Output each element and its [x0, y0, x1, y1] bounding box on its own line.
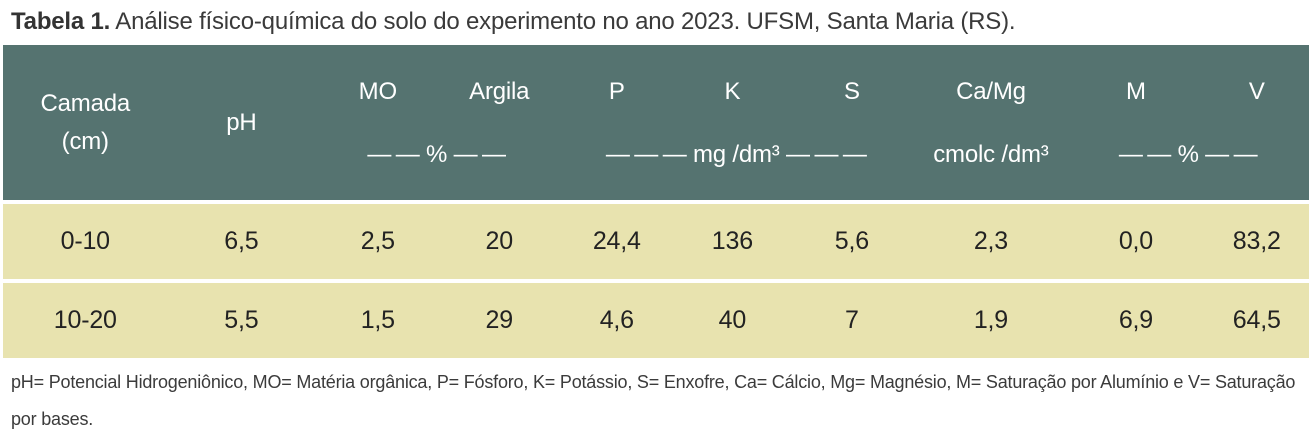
- table-footnote: pH= Potencial Hidrogeniônico, MO= Matéri…: [11, 372, 1296, 429]
- table-row-10-20: 10-20 5,5 1,5 29 4,6 40 7 1,9 6,9 64,5: [3, 279, 1309, 358]
- table-caption: Tabela 1. Análise físico-química do solo…: [3, 6, 1309, 45]
- cell-m: 0,0: [1067, 200, 1205, 281]
- cell-p: 24,4: [558, 200, 676, 281]
- cell-ph: 5,5: [167, 279, 316, 358]
- cell-camg: 2,3: [914, 200, 1068, 281]
- unit-mg-dm3: — — — mg /dm³ — — —: [558, 126, 915, 202]
- table-header: Camada (cm) pH MO Argila P K S Ca/Mg M V…: [3, 45, 1309, 202]
- unit-percent-mo-argila: — — % — —: [315, 126, 559, 202]
- table-row-0-10: 0-10 6,5 2,5 20 24,4 136 5,6 2,3 0,0 83,…: [3, 200, 1309, 281]
- cell-s: 7: [789, 279, 915, 358]
- col-header-k: K: [675, 45, 790, 126]
- col-header-camada: Camada (cm): [3, 45, 168, 202]
- col-header-camg: Ca/Mg: [914, 45, 1068, 126]
- cell-mo: 2,5: [315, 200, 441, 281]
- soil-analysis-table: Camada (cm) pH MO Argila P K S Ca/Mg M V…: [3, 45, 1309, 358]
- unit-cmolc-dm3: cmolc /dm³: [914, 126, 1068, 202]
- cell-v: 83,2: [1204, 200, 1309, 281]
- col-header-m: M: [1067, 45, 1205, 126]
- cell-camada: 0-10: [3, 200, 168, 281]
- col-header-v: V: [1204, 45, 1309, 126]
- cell-k: 136: [675, 200, 790, 281]
- cell-ph: 6,5: [167, 200, 316, 281]
- table-caption-number: Tabela 1.: [11, 8, 111, 35]
- col-header-argila: Argila: [440, 45, 559, 126]
- cell-k: 40: [675, 279, 790, 358]
- unit-percent-m-v: — — % — —: [1067, 126, 1309, 202]
- cell-p: 4,6: [558, 279, 676, 358]
- col-header-camada-line1: Camada: [40, 89, 131, 117]
- col-header-s: S: [789, 45, 915, 126]
- cell-argila: 20: [440, 200, 559, 281]
- cell-mo: 1,5: [315, 279, 441, 358]
- col-header-p: P: [558, 45, 676, 126]
- cell-s: 5,6: [789, 200, 915, 281]
- col-header-mo: MO: [315, 45, 441, 126]
- table-caption-text: Análise físico-química do solo do experi…: [110, 8, 1016, 35]
- cell-argila: 29: [440, 279, 559, 358]
- cell-m: 6,9: [1067, 279, 1205, 358]
- header-row-units: — — % — — — — — mg /dm³ — — — cmolc /dm³…: [3, 126, 1309, 202]
- header-row-labels: Camada (cm) pH MO Argila P K S Ca/Mg M V: [3, 45, 1309, 202]
- col-header-camada-line2: (cm): [61, 127, 109, 155]
- cell-camg: 1,9: [914, 279, 1068, 358]
- cell-camada: 10-20: [3, 279, 168, 358]
- col-header-ph: pH: [167, 45, 316, 202]
- table-body: 0-10 6,5 2,5 20 24,4 136 5,6 2,3 0,0 83,…: [3, 200, 1309, 358]
- cell-v: 64,5: [1204, 279, 1309, 358]
